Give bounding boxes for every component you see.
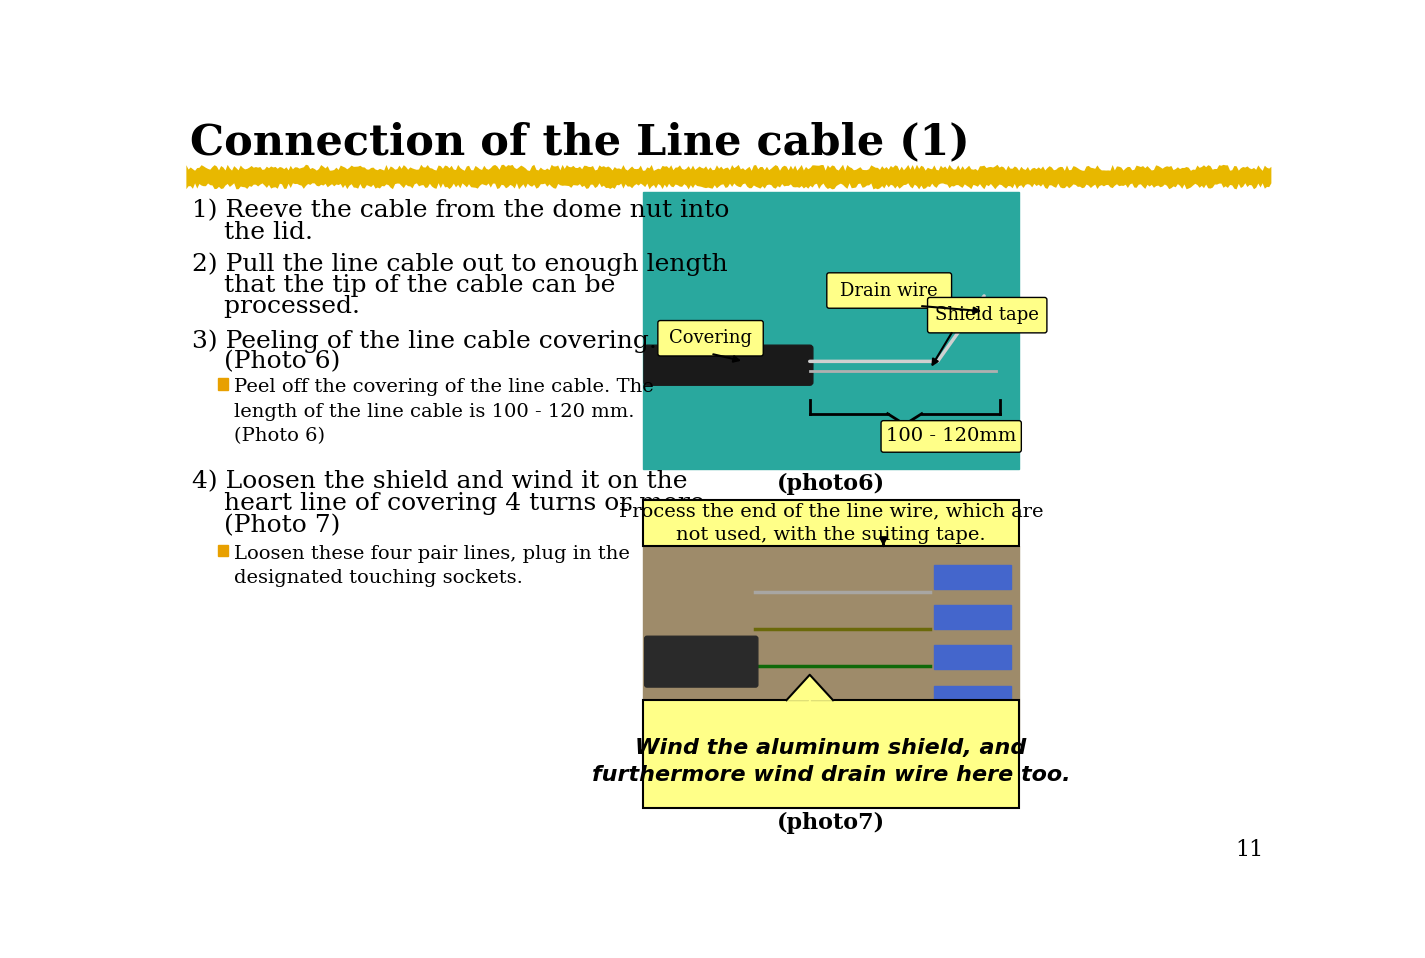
Text: 4) Loosen the shield and wind it on the: 4) Loosen the shield and wind it on the: [192, 470, 688, 493]
Text: (Photo 6): (Photo 6): [192, 351, 341, 374]
Bar: [933, 646, 1012, 669]
Text: that the tip of the cable can be: that the tip of the cable can be: [192, 274, 616, 297]
Text: the lid.: the lid.: [192, 221, 314, 244]
Bar: [933, 605, 1012, 628]
Text: (photo6): (photo6): [777, 473, 885, 495]
FancyBboxPatch shape: [643, 700, 1019, 808]
Bar: [643, 192, 1019, 469]
Text: processed.: processed.: [192, 295, 361, 318]
Polygon shape: [787, 674, 834, 700]
Text: 1) Reeve the cable from the dome nut into: 1) Reeve the cable from the dome nut int…: [192, 199, 730, 222]
Text: 3) Peeling of the line cable covering.: 3) Peeling of the line cable covering.: [192, 329, 657, 353]
FancyBboxPatch shape: [928, 297, 1047, 332]
FancyBboxPatch shape: [658, 321, 764, 356]
Bar: [933, 565, 1012, 588]
Text: Shield tape: Shield tape: [935, 307, 1039, 324]
Text: Covering: Covering: [670, 330, 752, 347]
Bar: [218, 544, 228, 557]
FancyBboxPatch shape: [643, 500, 1019, 546]
Text: (Photo 7): (Photo 7): [192, 513, 341, 536]
FancyBboxPatch shape: [881, 421, 1022, 452]
Text: Wind the aluminum shield, and
furthermore wind drain wire here too.: Wind the aluminum shield, and furthermor…: [591, 739, 1070, 786]
Text: Loosen these four pair lines, plug in the
designated touching sockets.: Loosen these four pair lines, plug in th…: [234, 544, 630, 587]
Text: Process the end of the line wire, which are
not used, with the suiting tape.: Process the end of the line wire, which …: [618, 502, 1043, 544]
FancyBboxPatch shape: [826, 273, 952, 308]
Text: heart line of covering 4 turns or more.: heart line of covering 4 turns or more.: [192, 492, 712, 515]
Text: 100 - 120mm: 100 - 120mm: [886, 427, 1016, 445]
Bar: [933, 686, 1012, 709]
FancyBboxPatch shape: [644, 636, 758, 687]
Text: (photo7): (photo7): [777, 811, 885, 833]
Bar: [643, 546, 1019, 746]
Text: 2) Pull the line cable out to enough length: 2) Pull the line cable out to enough len…: [192, 252, 728, 276]
Text: Drain wire: Drain wire: [841, 282, 938, 300]
Text: 11: 11: [1235, 839, 1263, 860]
FancyBboxPatch shape: [644, 345, 812, 385]
Bar: [218, 378, 228, 390]
Text: Peel off the covering of the line cable. The
length of the line cable is 100 - 1: Peel off the covering of the line cable.…: [234, 378, 654, 445]
Text: Connection of the Line cable (1): Connection of the Line cable (1): [190, 121, 969, 163]
